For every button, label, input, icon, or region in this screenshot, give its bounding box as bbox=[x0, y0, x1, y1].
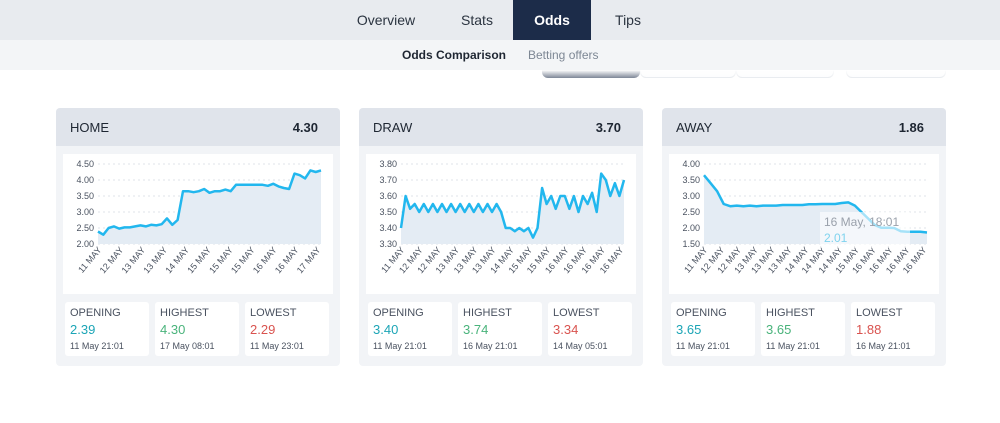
y-tick-label: 3.50 bbox=[379, 207, 397, 217]
highest-stat: HIGHEST 3.65 11 May 21:01 bbox=[761, 302, 845, 356]
tab-overview[interactable]: Overview bbox=[356, 12, 416, 28]
y-tick-label: 3.50 bbox=[76, 191, 94, 201]
y-tick-label: 3.60 bbox=[379, 191, 397, 201]
card-header: DRAW 3.70 bbox=[359, 108, 643, 146]
y-tick-label: 2.00 bbox=[682, 223, 700, 233]
highest-label: HIGHEST bbox=[463, 307, 512, 319]
y-tick-label: 3.80 bbox=[379, 159, 397, 169]
y-tick-label: 3.50 bbox=[682, 175, 700, 185]
current-odds: 3.70 bbox=[595, 120, 621, 135]
highest-label: HIGHEST bbox=[766, 307, 815, 319]
sub-navigation: Odds Comparison Betting offers bbox=[0, 40, 1000, 70]
lowest-value: 3.34 bbox=[553, 322, 579, 337]
highest-value: 3.65 bbox=[766, 322, 792, 337]
odds-card-away: AWAY 1.86 4.00 3.50 3.00 2.50 2.00 1.50 11 MAY… bbox=[662, 108, 946, 366]
card-header: HOME 4.30 bbox=[56, 108, 340, 146]
odds-card-home: HOME 4.30 4.50 4.00 3.50 3.00 2.50 2.00 11 MAY… bbox=[56, 108, 340, 366]
card-title: AWAY bbox=[676, 120, 713, 135]
current-odds: 4.30 bbox=[292, 120, 318, 135]
opening-label: OPENING bbox=[70, 307, 121, 319]
lowest-label: LOWEST bbox=[553, 307, 600, 319]
y-tick-label: 2.00 bbox=[76, 239, 94, 249]
opening-value: 3.40 bbox=[373, 322, 399, 337]
lowest-label: LOWEST bbox=[856, 307, 903, 319]
y-tick-label: 3.00 bbox=[682, 191, 700, 201]
opening-label: OPENING bbox=[676, 307, 727, 319]
tab-odds[interactable]: Odds bbox=[513, 0, 591, 40]
series-line bbox=[399, 172, 626, 239]
lowest-date: 14 May 05:01 bbox=[553, 341, 608, 351]
opening-label: OPENING bbox=[373, 307, 424, 319]
lowest-date: 16 May 21:01 bbox=[856, 341, 911, 351]
subtab-betting-offers[interactable]: Betting offers bbox=[528, 48, 599, 62]
y-tick-label: 4.00 bbox=[76, 175, 94, 185]
highest-date: 16 May 21:01 bbox=[463, 341, 518, 351]
card-header: AWAY 1.86 bbox=[662, 108, 946, 146]
highest-value: 3.74 bbox=[463, 322, 489, 337]
opening-date: 11 May 21:01 bbox=[676, 341, 730, 351]
scroll-fade bbox=[0, 70, 1000, 84]
y-tick-label: 2.50 bbox=[682, 207, 700, 217]
lowest-date: 11 May 23:01 bbox=[250, 341, 304, 351]
highest-stat: HIGHEST 3.74 16 May 21:01 bbox=[458, 302, 542, 356]
tab-stats[interactable]: Stats bbox=[461, 12, 493, 28]
lowest-label: LOWEST bbox=[250, 307, 297, 319]
tab-tips[interactable]: Tips bbox=[615, 12, 641, 28]
chart-tooltip: 16 May, 18:01 2.01 bbox=[820, 212, 910, 248]
highest-label: HIGHEST bbox=[160, 307, 209, 319]
highest-stat: HIGHEST 4.30 17 May 08:01 bbox=[155, 302, 239, 356]
opening-stat: OPENING 3.40 11 May 21:01 bbox=[368, 302, 452, 356]
highest-value: 4.30 bbox=[160, 322, 186, 337]
lowest-value: 2.29 bbox=[250, 322, 276, 337]
series-area bbox=[401, 173, 624, 244]
lowest-value: 1.88 bbox=[856, 322, 882, 337]
tooltip-value: 2.01 bbox=[824, 231, 848, 245]
y-tick-label: 3.40 bbox=[379, 223, 397, 233]
tooltip-date: 16 May, 18:01 bbox=[824, 215, 899, 229]
odds-card-draw: DRAW 3.70 3.80 3.70 3.60 3.50 3.40 3.30 11 MAY… bbox=[359, 108, 643, 366]
lowest-stat: LOWEST 1.88 16 May 21:01 bbox=[851, 302, 935, 356]
opening-stat: OPENING 3.65 11 May 21:01 bbox=[671, 302, 755, 356]
card-title: DRAW bbox=[373, 120, 413, 135]
tooltip-background bbox=[820, 212, 910, 248]
y-tick-label: 2.50 bbox=[76, 223, 94, 233]
y-tick-label: 4.50 bbox=[76, 159, 94, 169]
lowest-stat: LOWEST 3.34 14 May 05:01 bbox=[548, 302, 632, 356]
y-tick-label: 3.70 bbox=[379, 175, 397, 185]
card-title: HOME bbox=[70, 120, 109, 135]
series-line bbox=[97, 169, 322, 236]
y-tick-label: 3.00 bbox=[76, 207, 94, 217]
current-odds: 1.86 bbox=[898, 120, 924, 135]
opening-value: 3.65 bbox=[676, 322, 702, 337]
highest-date: 17 May 08:01 bbox=[160, 341, 215, 351]
y-tick-label: 4.00 bbox=[682, 159, 700, 169]
lowest-stat: LOWEST 2.29 11 May 23:01 bbox=[245, 302, 329, 356]
opening-value: 2.39 bbox=[70, 322, 96, 337]
y-tick-label: 3.30 bbox=[379, 239, 397, 249]
highest-date: 11 May 21:01 bbox=[766, 341, 820, 351]
subtab-odds-comparison[interactable]: Odds Comparison bbox=[402, 48, 507, 62]
opening-date: 11 May 21:01 bbox=[70, 341, 124, 351]
opening-date: 11 May 21:01 bbox=[373, 341, 427, 351]
y-tick-label: 1.50 bbox=[682, 239, 700, 249]
top-navigation: Overview Stats Odds Tips bbox=[0, 0, 1000, 40]
opening-stat: OPENING 2.39 11 May 21:01 bbox=[65, 302, 149, 356]
